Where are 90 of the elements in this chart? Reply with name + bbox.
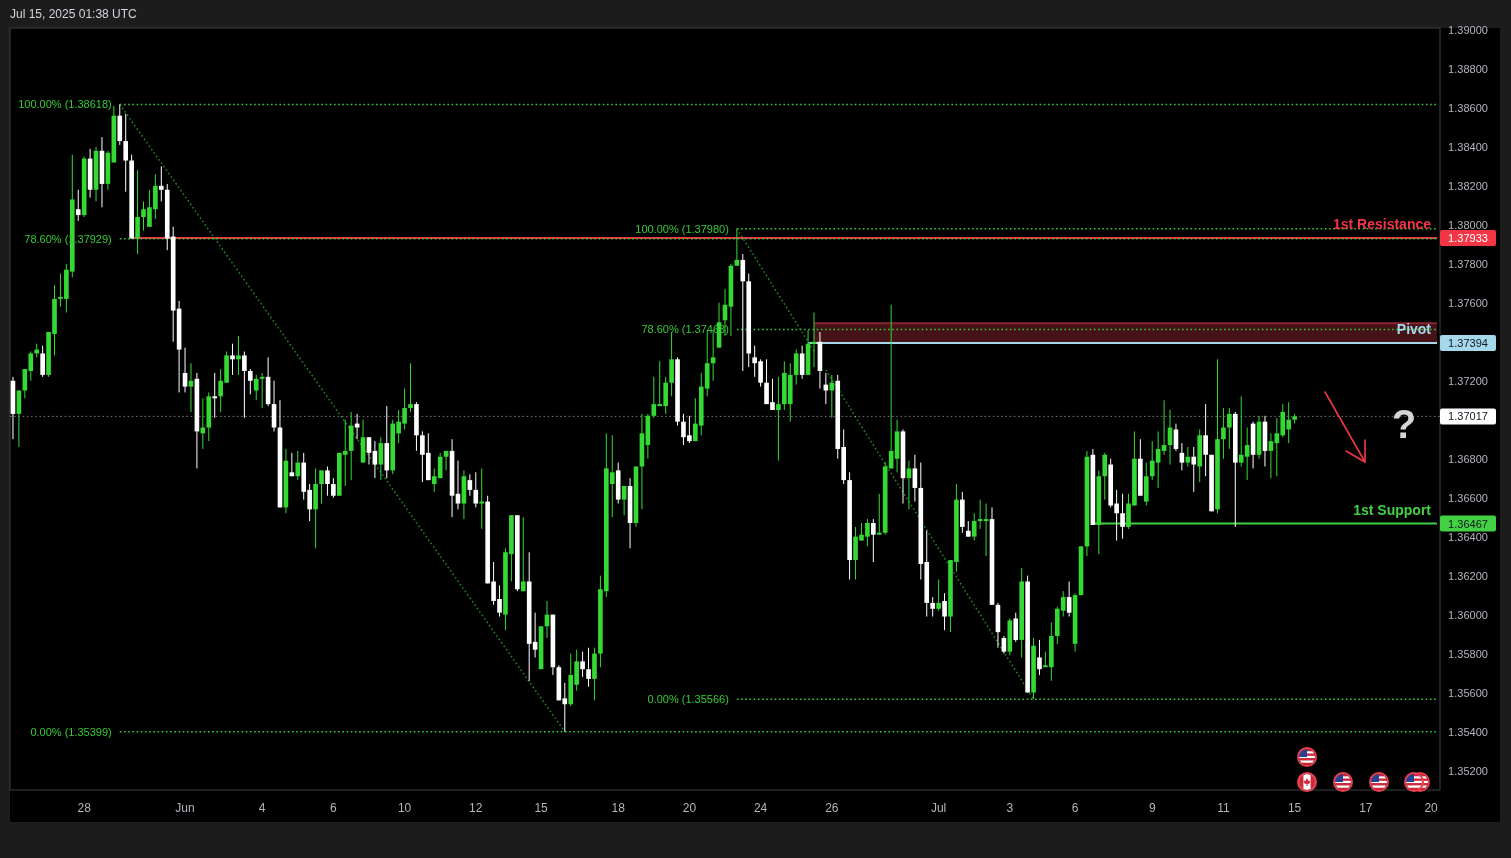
series-label: 100.00% (1.37980) (635, 222, 729, 235)
candlestick (212, 372, 218, 419)
y-tick-label: 1.35600 (1448, 686, 1488, 699)
candlestick (1221, 407, 1226, 460)
candlestick (669, 331, 674, 397)
x-tick-label: 24 (753, 801, 768, 815)
candlestick (1037, 639, 1042, 676)
x-tick-label: 20 (682, 801, 697, 815)
x-tick-label: 11 (1217, 801, 1230, 815)
candlestick (158, 165, 164, 202)
series-label: 100.00% (1.38618) (18, 98, 112, 111)
x-tick-label: 18 (611, 801, 626, 815)
x-tick-label: 6 (1071, 801, 1079, 815)
x-tick-label: 12 (469, 801, 483, 815)
y-tick-label: 1.38200 (1448, 179, 1488, 192)
candlestick (520, 516, 526, 592)
x-tick-label: 10 (397, 801, 412, 815)
series-label: 0.00% (1.35566) (647, 693, 729, 706)
y-tick-label: 1.37600 (1448, 296, 1488, 309)
candlestick (295, 450, 301, 481)
candlestick (242, 351, 247, 419)
x-tick-label: Jun (175, 801, 195, 815)
x-tick-label: 6 (330, 801, 338, 815)
candlestick (936, 579, 941, 612)
y-tick-label: 1.36400 (1448, 530, 1488, 543)
data-label: 1.37394 (1448, 336, 1488, 349)
x-tick-label: 26 (825, 801, 839, 815)
annotation: ? (1391, 402, 1417, 446)
y-tick-label: 1.38000 (1448, 218, 1488, 231)
x-tick-label: 28 (77, 801, 92, 815)
x-tick-label: 17 (1359, 801, 1373, 815)
candlestick (971, 512, 977, 542)
data-label: 1.36467 (1448, 517, 1488, 530)
candlestick (319, 469, 324, 505)
series-label: 1st Support (1353, 501, 1432, 518)
x-tick-label: 15 (534, 801, 549, 815)
data-label: 1.37933 (1448, 231, 1488, 244)
candlestick (776, 376, 781, 462)
candlestick (331, 477, 336, 499)
y-tick-label: 1.35400 (1448, 725, 1488, 738)
candlestick (473, 471, 479, 508)
candlestick (793, 349, 799, 386)
candlestick (40, 345, 45, 378)
candlestick (479, 467, 485, 530)
y-tick-label: 1.36200 (1448, 569, 1488, 582)
y-tick-label: 1.38600 (1448, 101, 1488, 114)
x-tick-label: 9 (1148, 801, 1156, 815)
candlestick (1227, 407, 1232, 450)
series-label: 0.00% (1.35399) (30, 725, 112, 738)
candlestick (1191, 446, 1197, 493)
series-label: Pivot (1396, 320, 1432, 337)
x-tick-label: Jul (930, 801, 947, 815)
candlestick (586, 647, 591, 688)
text: Jul 15, 2025 01:38 UTC (10, 7, 138, 21)
x-tick-label: 4 (258, 801, 266, 815)
y-tick-label: 1.38800 (1448, 62, 1488, 75)
candlestick (942, 592, 947, 631)
x-tick-label: 15 (1287, 801, 1302, 815)
y-tick-label: 1.38400 (1448, 140, 1488, 153)
candlestick (1013, 612, 1019, 643)
candlestick (930, 596, 935, 618)
ref-line-label: 1.37017 (1448, 410, 1488, 423)
candlestick (230, 343, 235, 376)
candlestick (1203, 403, 1208, 477)
candlestick (829, 374, 835, 419)
candlestick (325, 465, 330, 497)
y-tick-label: 1.37800 (1448, 257, 1488, 270)
candlestick (75, 189, 81, 222)
candlestick (580, 651, 585, 678)
candlestick (236, 335, 241, 376)
x-tick-label: 20 (1424, 801, 1439, 815)
candlestick (135, 169, 140, 255)
y-tick-label: 1.36000 (1448, 608, 1488, 621)
candlestick (1102, 452, 1108, 501)
candlestick (871, 518, 876, 563)
candlestick (253, 374, 259, 401)
y-tick-label: 1.35200 (1448, 764, 1488, 777)
y-tick-label: 1.36600 (1448, 491, 1488, 504)
y-tick-label: 1.36800 (1448, 452, 1488, 465)
candlestick (1120, 493, 1125, 540)
x-tick-label: 3 (1006, 801, 1014, 815)
candlestick (248, 368, 253, 395)
y-tick-label: 1.35800 (1448, 647, 1488, 660)
y-tick-label: 1.37200 (1448, 374, 1488, 387)
series-label: 1st Resistance (1332, 215, 1432, 232)
candlestick (876, 493, 882, 536)
candlestick (123, 113, 129, 193)
candlestick (740, 253, 746, 372)
y-tick-label: 1.39000 (1448, 23, 1488, 36)
candlestick (408, 362, 413, 413)
